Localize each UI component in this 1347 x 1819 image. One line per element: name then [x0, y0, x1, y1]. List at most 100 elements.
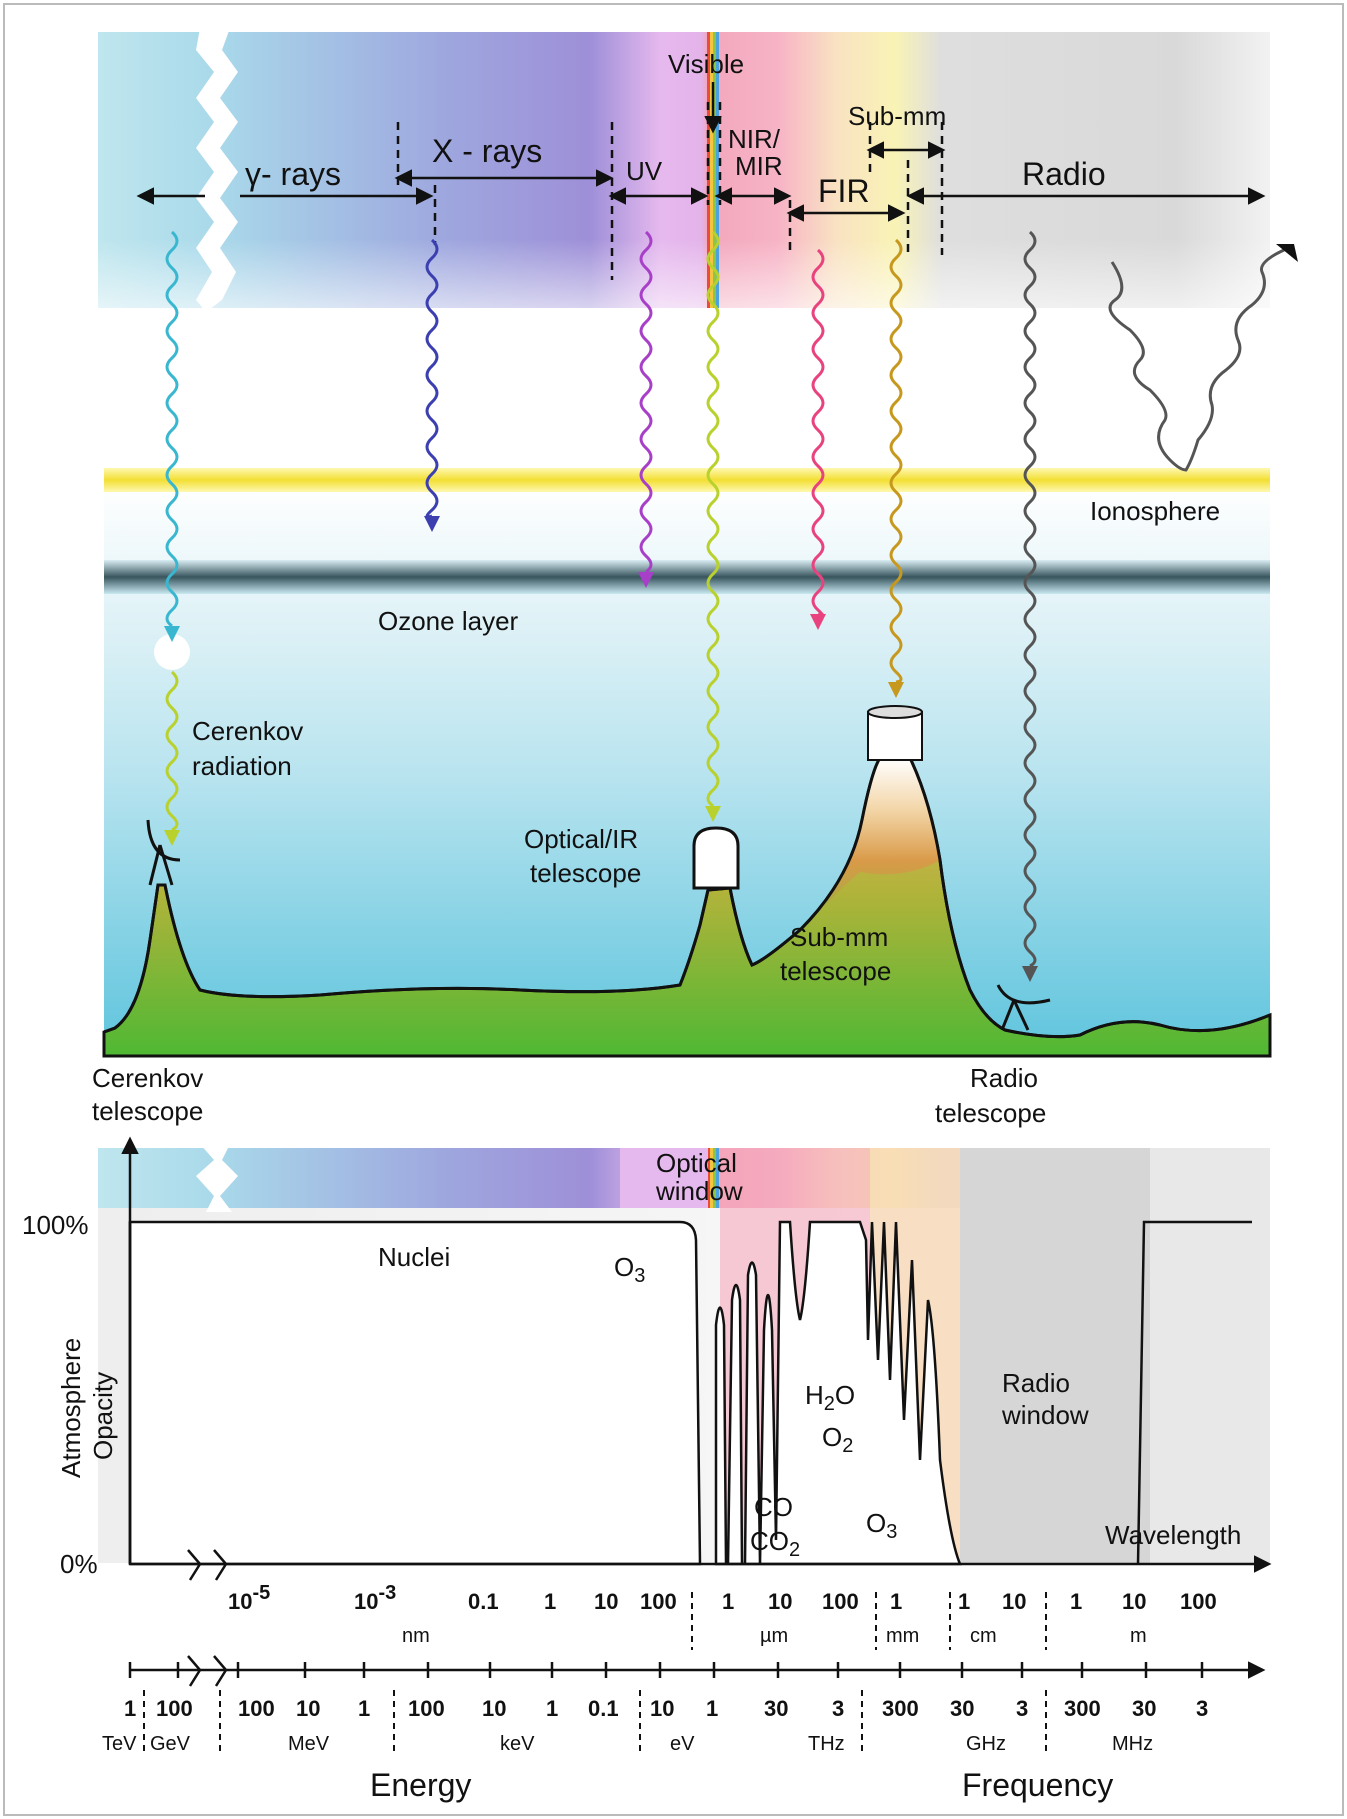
- radio-window-label-2: window: [1001, 1400, 1089, 1430]
- radio-telescope-label-2: telescope: [935, 1098, 1046, 1128]
- wl-tick-10um: 10: [768, 1589, 792, 1614]
- radio-label: Radio: [1022, 156, 1106, 192]
- fr-tick-30ghz: 30: [950, 1696, 974, 1721]
- fr-tick-300mhz: 300: [1064, 1696, 1101, 1721]
- fr-tick-300ghz: 300: [882, 1696, 919, 1721]
- wl-tick-10m: 10: [1122, 1589, 1146, 1614]
- photon-waves: [164, 230, 1298, 982]
- co-label: CO: [754, 1492, 793, 1522]
- optical-telescope-label-1: Optical/IR: [524, 824, 638, 854]
- uv-wave-arrowhead: [638, 572, 654, 588]
- submm-label: Sub-mm: [848, 101, 946, 131]
- wl-tick-1e-3: 10-3: [354, 1582, 396, 1614]
- energy-frequency-axis: 1 100 100 10 1 100 10 1 0.1 10 1 30 3 30…: [102, 1655, 1266, 1803]
- nir-wave-arrowhead: [810, 614, 826, 630]
- gamma-label: γ- rays: [245, 156, 341, 192]
- cerenkov-wave: [165, 670, 179, 832]
- wl-unit-nm: nm: [402, 1625, 430, 1647]
- ozone-layer: [104, 560, 1270, 594]
- en-tick-10ev: 10: [650, 1696, 674, 1721]
- fr-tick-30mhz: 30: [1132, 1696, 1156, 1721]
- wl-tick-10: 10: [594, 1589, 618, 1614]
- wl-tick-1um: 1: [722, 1589, 734, 1614]
- nuclei-label: Nuclei: [378, 1242, 450, 1272]
- fr-unit-thz: THz: [808, 1733, 845, 1755]
- frequency-axis-title: Frequency: [962, 1767, 1113, 1803]
- ionosphere-reflected-wave: [1108, 248, 1285, 472]
- cerenkov-radiation-label-1: Cerenkov: [192, 716, 303, 746]
- opacity-curve-ir: [714, 1220, 962, 1566]
- reflected-wave-arrowhead: [1276, 244, 1298, 262]
- terrain-labels: Cerenkov radiation Cerenkov telescope Op…: [92, 716, 1046, 1128]
- wl-tick-0.1: 0.1: [468, 1589, 499, 1614]
- en-unit-mev: MeV: [288, 1733, 330, 1755]
- cerenkov-wave-arrowhead: [164, 830, 180, 846]
- xray-label: X - rays: [432, 133, 542, 169]
- y-axis-title-2: Opacity: [88, 1372, 118, 1460]
- wl-tick-100m: 100: [1180, 1589, 1217, 1614]
- submm-telescope-label-2: telescope: [780, 956, 891, 986]
- xray-wave: [425, 238, 439, 519]
- en-tick-1tev: 1: [124, 1696, 136, 1721]
- y-bottom-label: 0%: [60, 1549, 98, 1579]
- en-unit-tev: TeV: [102, 1733, 137, 1755]
- gamma-wave-arrowhead: [164, 626, 180, 642]
- opacity-curve: [128, 1220, 702, 1566]
- optical-telescope-label-2: telescope: [530, 858, 641, 888]
- submm-wave-arrowhead: [888, 682, 904, 698]
- en-unit-ev: eV: [670, 1733, 695, 1755]
- en-tick-100kev: 100: [408, 1696, 445, 1721]
- fr-tick-3mhz: 3: [1196, 1696, 1208, 1721]
- ionosphere-label: Ionosphere: [1090, 496, 1220, 526]
- terrain: [102, 756, 1272, 1058]
- xray-wave-arrowhead: [424, 516, 440, 532]
- gamma-wave: [165, 230, 179, 628]
- cerenkov-telescope-label-2: telescope: [92, 1096, 203, 1126]
- radio-window-shade: [960, 1148, 1150, 1563]
- radio-wave: [1023, 230, 1037, 968]
- nir-label-line1: NIR/: [728, 124, 781, 154]
- o3-right-label: O3: [866, 1508, 897, 1543]
- wavelength-ticks: 10-5 10-3 0.1 1 10 100 1 10 100 1 1 10 1…: [187, 1549, 1217, 1650]
- en-tick-100mev: 100: [238, 1696, 275, 1721]
- atmosphere: Ionosphere Ozone layer: [104, 468, 1270, 1056]
- uv-label: UV: [626, 156, 663, 186]
- cerenkov-dish-icon: [146, 819, 181, 886]
- radio-dish-icon: [996, 984, 1051, 1031]
- uv-wave: [639, 230, 653, 574]
- optical-window-label-2: window: [655, 1176, 743, 1206]
- wl-tick-100um: 100: [822, 1589, 859, 1614]
- optical-dome-icon: [692, 826, 740, 890]
- ozone-label: Ozone layer: [378, 606, 519, 636]
- telescopes: [146, 634, 1051, 1031]
- visible-label: Visible: [668, 49, 744, 79]
- en-tick-0.1kev: 0.1: [588, 1696, 619, 1721]
- wl-tick-10cm: 10: [1002, 1589, 1026, 1614]
- wl-tick-100: 100: [640, 1589, 677, 1614]
- fr-unit-ghz: GHz: [966, 1733, 1006, 1755]
- wl-unit-m: m: [1130, 1625, 1147, 1647]
- wl-tick-1e-5: 10-5: [228, 1582, 270, 1614]
- band-labels: γ- rays X - rays UV Visible NIR/ MIR FIR…: [245, 49, 1106, 209]
- cerenkov-telescope-label-1: Cerenkov: [92, 1063, 203, 1093]
- fr-tick-3ghz: 3: [1016, 1696, 1028, 1721]
- en-tick-1mev: 1: [358, 1696, 370, 1721]
- submm-dish-icon: [867, 705, 923, 761]
- optical-window-label-1: Optical: [656, 1148, 737, 1178]
- o2-label: O2: [822, 1422, 853, 1457]
- en-unit-gev: GeV: [150, 1733, 191, 1755]
- h2o-label: H2O: [805, 1380, 855, 1415]
- radio-window-label-1: Radio: [1002, 1368, 1070, 1398]
- en-tick-100gev: 100: [156, 1696, 193, 1721]
- top-spectrum-band: [98, 28, 1270, 312]
- energy-axis-title: Energy: [370, 1767, 471, 1803]
- fir-label: FIR: [818, 173, 870, 209]
- opacity-curve-radio: [1136, 1220, 1252, 1565]
- radio-telescope-label-1: Radio: [970, 1063, 1038, 1093]
- o3-left-label: O3: [614, 1252, 645, 1287]
- wl-tick-1cm: 1: [958, 1589, 970, 1614]
- visible-wave-arrowhead: [705, 806, 721, 822]
- nir-label-line2: MIR: [735, 151, 783, 181]
- opacity-chart: 100% 0% Atmosphere Opacity Optical windo…: [22, 1136, 1272, 1579]
